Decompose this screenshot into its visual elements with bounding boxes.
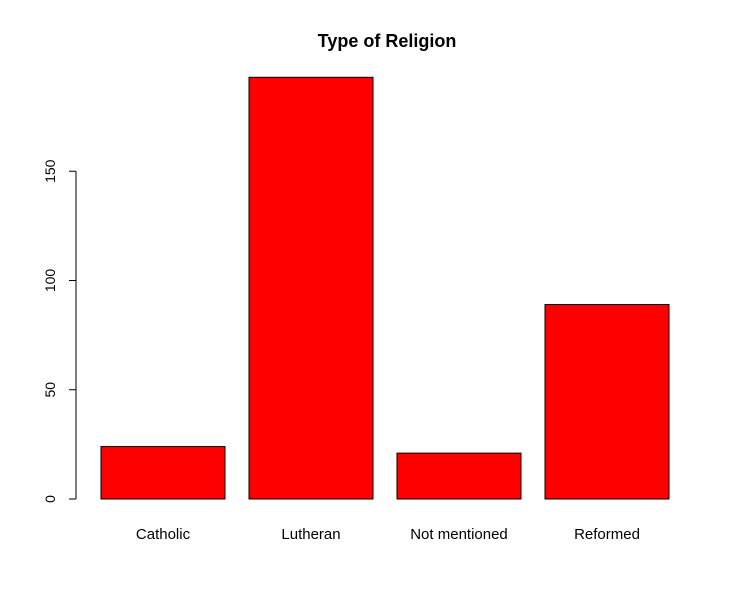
x-category-label: Catholic: [136, 526, 191, 543]
y-tick-label: 100: [42, 269, 58, 293]
x-category-label: Reformed: [574, 526, 640, 543]
y-tick-label: 50: [42, 382, 58, 398]
bars: [100, 76, 670, 500]
y-axis: 0 50 100 150: [42, 159, 77, 503]
bar-lutheran: [248, 76, 374, 500]
chart-title: Type of Religion: [318, 31, 457, 51]
bar-catholic: [100, 446, 226, 500]
x-axis-labels: Catholic Lutheran Not mentioned Reformed: [136, 526, 640, 543]
bar-not-mentioned: [396, 452, 522, 500]
bar-reformed: [544, 304, 670, 500]
y-tick-label: 0: [42, 495, 58, 503]
x-category-label: Not mentioned: [410, 526, 508, 543]
y-tick-label: 150: [42, 159, 58, 183]
x-category-label: Lutheran: [281, 526, 340, 543]
